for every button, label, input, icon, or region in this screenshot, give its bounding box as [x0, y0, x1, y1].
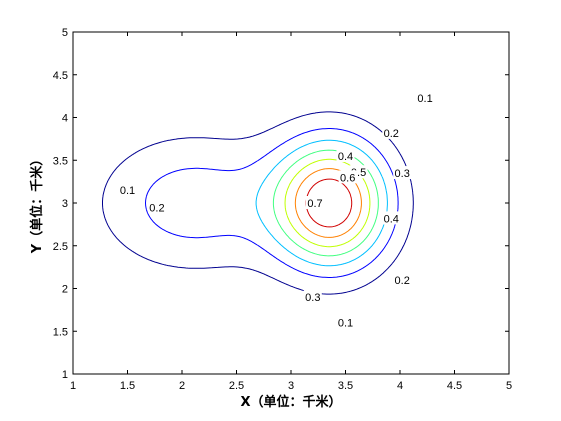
contour-label-0.2: 0.2 [149, 202, 164, 214]
y-tick-label: 4 [62, 113, 68, 125]
contour-labels: 0.10.10.10.20.20.20.30.30.40.40.50.60.7 [118, 90, 435, 330]
y-axis-label: Y（单位：千米） [29, 153, 45, 254]
contour-line-0.3 [255, 139, 388, 267]
contour-label-bg [305, 196, 324, 209]
x-axis-ticks: 1 1.5 2 2.5 3 3.5 4 4.5 5 [70, 32, 512, 392]
contour-label-bg [338, 170, 357, 184]
y-tick-label: 1.5 [53, 326, 68, 338]
y-tick-label: 2 [62, 284, 68, 296]
contour-label-0.1: 0.1 [417, 93, 432, 105]
contour-label-0.7: 0.7 [307, 198, 322, 210]
y-tick-label: 5 [62, 27, 68, 39]
contour-label-0.2: 0.2 [395, 275, 410, 287]
y-tick-label: 1 [62, 369, 68, 381]
x-tick-label: 1 [70, 380, 76, 392]
contour-label-bg [118, 183, 137, 197]
contour-line-0.5 [284, 158, 371, 248]
x-tick-label: 5 [506, 380, 512, 392]
contour-label-bg [336, 148, 355, 162]
contour-label-bg [393, 272, 412, 286]
contour-line-0.2 [145, 128, 399, 278]
contour-label-bg [336, 315, 355, 329]
contour-label-bg [393, 166, 412, 180]
x-tick-label: 3 [288, 380, 294, 392]
contour-label-bg [303, 290, 322, 304]
contour-label-0.1: 0.1 [338, 318, 353, 330]
contour-label-bg [382, 125, 401, 139]
contour-label-0.1: 0.1 [120, 185, 135, 197]
contour-label-0.2: 0.2 [384, 128, 399, 140]
y-axis-ticks: 1 1.5 2 2.5 3 3.5 4 4.5 5 [53, 27, 509, 381]
x-tick-label: 1.5 [120, 380, 135, 392]
x-tick-label: 2.5 [229, 380, 244, 392]
y-tick-label: 2.5 [53, 241, 68, 253]
contour-label-bg [416, 90, 435, 104]
y-tick-label: 3 [62, 198, 68, 210]
contour-label-0.3: 0.3 [395, 168, 410, 180]
x-axis-label: X（单位：千米） [240, 394, 341, 410]
y-tick-label: 3.5 [53, 155, 68, 167]
x-tick-label: 3.5 [338, 380, 353, 392]
contour-label-0.3: 0.3 [305, 292, 320, 304]
contour-label-bg [147, 200, 166, 214]
x-tick-label: 4 [397, 380, 403, 392]
y-tick-label: 4.5 [53, 70, 68, 82]
x-tick-label: 4.5 [447, 380, 462, 392]
x-tick-label: 2 [179, 380, 185, 392]
contour-line-0.1 [102, 111, 414, 295]
contour-label-0.6: 0.6 [340, 172, 355, 184]
contour-label-0.4: 0.4 [338, 151, 353, 163]
plot-area [72, 31, 510, 375]
contour-label-bg [382, 211, 401, 225]
contour-label-0.4: 0.4 [384, 213, 399, 225]
